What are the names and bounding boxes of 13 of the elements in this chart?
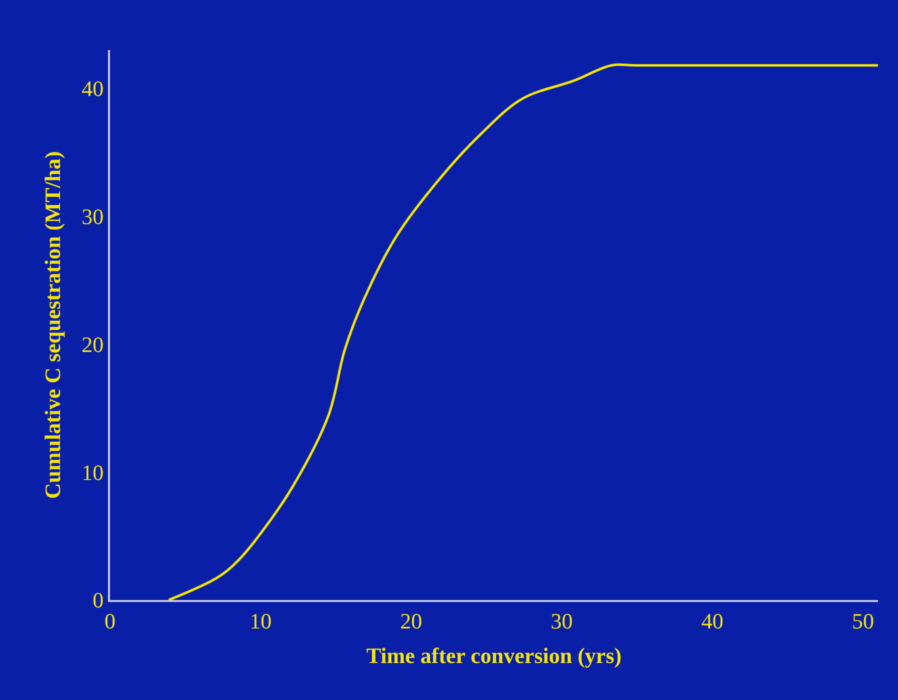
x-axis-title: Time after conversion (yrs) (366, 642, 622, 668)
y-tick-label: 0 (92, 588, 104, 613)
x-tick-label: 30 (550, 608, 573, 634)
y-tick-label: 20 (82, 332, 104, 357)
x-tick-label: 40 (701, 608, 724, 634)
x-tick-label: 50 (852, 608, 874, 634)
y-tick-label: 30 (82, 204, 104, 229)
x-tick-label: 20 (400, 608, 422, 634)
y-axis-title: Cumulative C sequestration (MT/ha) (40, 151, 65, 499)
line-series (167, 63, 878, 600)
y-tick-label: 10 (82, 460, 104, 485)
y-tick-label: 40 (82, 76, 104, 102)
x-tick-label: 10 (250, 608, 272, 634)
